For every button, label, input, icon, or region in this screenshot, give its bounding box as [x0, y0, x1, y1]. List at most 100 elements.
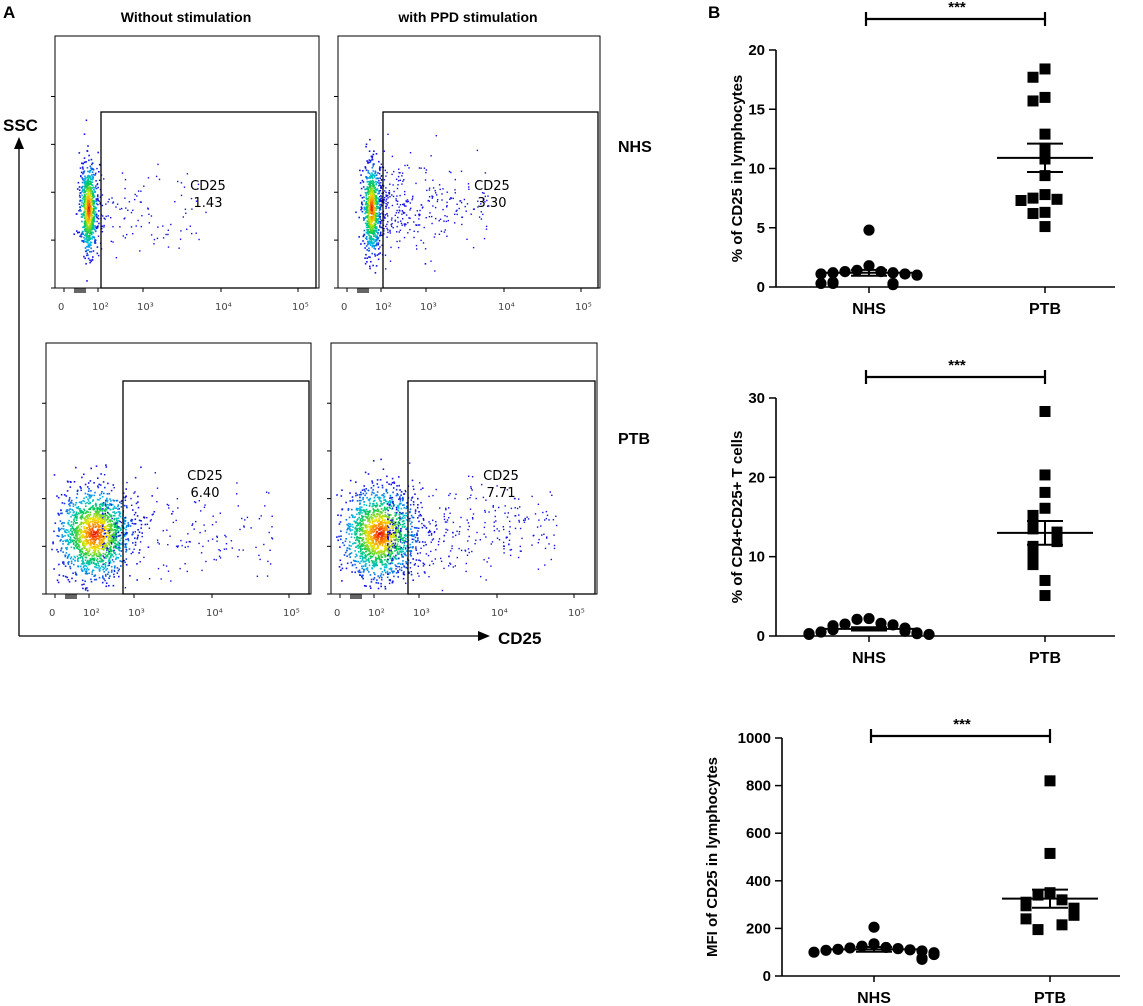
- event-dot: [140, 466, 142, 469]
- event-dot: [96, 246, 99, 248]
- event-dot: [89, 261, 91, 264]
- event-dot: [116, 529, 118, 531]
- event-dot: [380, 219, 383, 222]
- event-dot: [385, 187, 387, 189]
- event-dot: [71, 532, 74, 535]
- event-dot: [81, 579, 84, 582]
- event-dot: [412, 195, 414, 197]
- event-dot: [365, 211, 367, 213]
- event-dot: [379, 213, 382, 215]
- event-dot: [398, 206, 400, 208]
- event-dot: [362, 186, 365, 188]
- event-dot: [108, 533, 111, 536]
- event-dot: [92, 508, 94, 510]
- event-dot: [91, 520, 94, 523]
- event-dot: [364, 509, 366, 512]
- event-dot: [108, 543, 110, 546]
- event-dot: [110, 523, 113, 525]
- event-dot: [407, 222, 409, 224]
- event-dot: [85, 538, 88, 541]
- event-dot: [75, 540, 77, 542]
- event-dot: [370, 218, 373, 221]
- event-dot: [382, 535, 385, 537]
- event-dot: [366, 249, 368, 251]
- event-dot: [354, 530, 356, 533]
- event-dot: [392, 558, 395, 560]
- event-dot: [125, 548, 127, 551]
- event-dot: [352, 526, 354, 528]
- event-dot: [371, 538, 374, 540]
- event-dot: [176, 498, 179, 500]
- event-dot: [421, 541, 424, 543]
- event-dot: [225, 548, 228, 550]
- event-dot: [383, 538, 385, 540]
- event-dot: [374, 552, 376, 554]
- event-dot: [85, 522, 87, 524]
- event-dot: [87, 541, 90, 544]
- event-dot: [71, 508, 73, 511]
- event-dot: [85, 528, 87, 530]
- event-dot: [92, 538, 94, 541]
- event-dot: [96, 522, 98, 524]
- event-dot: [200, 552, 203, 554]
- event-dot: [81, 516, 83, 519]
- event-dot: [409, 562, 412, 564]
- event-dot: [125, 531, 127, 534]
- event-dot: [80, 216, 83, 218]
- event-dot: [373, 534, 376, 536]
- event-dot: [167, 229, 169, 231]
- event-dot: [372, 554, 375, 556]
- event-dot: [373, 545, 376, 548]
- event-dot: [90, 192, 92, 195]
- event-dot: [373, 181, 375, 184]
- event-dot: [397, 540, 399, 543]
- event-dot: [110, 553, 112, 555]
- event-dot: [96, 220, 98, 223]
- event-dot: [92, 533, 95, 535]
- event-dot: [85, 215, 87, 218]
- event-dot: [110, 541, 112, 544]
- event-dot: [121, 524, 123, 527]
- event-dot: [98, 536, 101, 539]
- event-dot: [376, 494, 378, 496]
- event-dot: [119, 527, 122, 530]
- event-dot: [403, 536, 405, 539]
- event-dot: [69, 538, 71, 541]
- event-dot: [370, 493, 373, 496]
- event-dot: [350, 514, 353, 516]
- event-dot: [365, 197, 367, 199]
- event-dot: [372, 230, 375, 233]
- event-dot: [78, 194, 81, 197]
- event-dot: [355, 481, 357, 483]
- event-dot: [359, 506, 361, 508]
- event-dot: [415, 559, 418, 561]
- event-dot: [84, 567, 86, 570]
- event-dot: [169, 535, 171, 537]
- event-dot: [404, 548, 407, 550]
- event-dot: [88, 159, 90, 162]
- event-dot: [374, 217, 377, 219]
- event-dot: [90, 467, 92, 470]
- event-dot: [105, 536, 108, 538]
- event-dot: [366, 186, 369, 188]
- event-dot: [384, 169, 386, 172]
- event-dot: [178, 247, 180, 249]
- event-dot: [103, 544, 106, 546]
- event-dot: [89, 528, 92, 531]
- event-dot: [72, 528, 75, 530]
- event-dot: [85, 570, 88, 572]
- event-dot: [399, 530, 401, 533]
- event-dot: [425, 543, 427, 546]
- event-dot: [85, 236, 88, 239]
- event-dot: [107, 507, 109, 509]
- event-dot: [384, 559, 386, 561]
- event-dot: [365, 548, 367, 550]
- event-dot: [86, 527, 89, 530]
- event-dot: [83, 583, 85, 586]
- event-dot: [369, 236, 372, 239]
- event-dot: [379, 173, 381, 175]
- event-dot: [82, 214, 84, 217]
- event-dot: [371, 535, 373, 538]
- event-dot: [118, 542, 120, 544]
- event-dot: [366, 238, 368, 240]
